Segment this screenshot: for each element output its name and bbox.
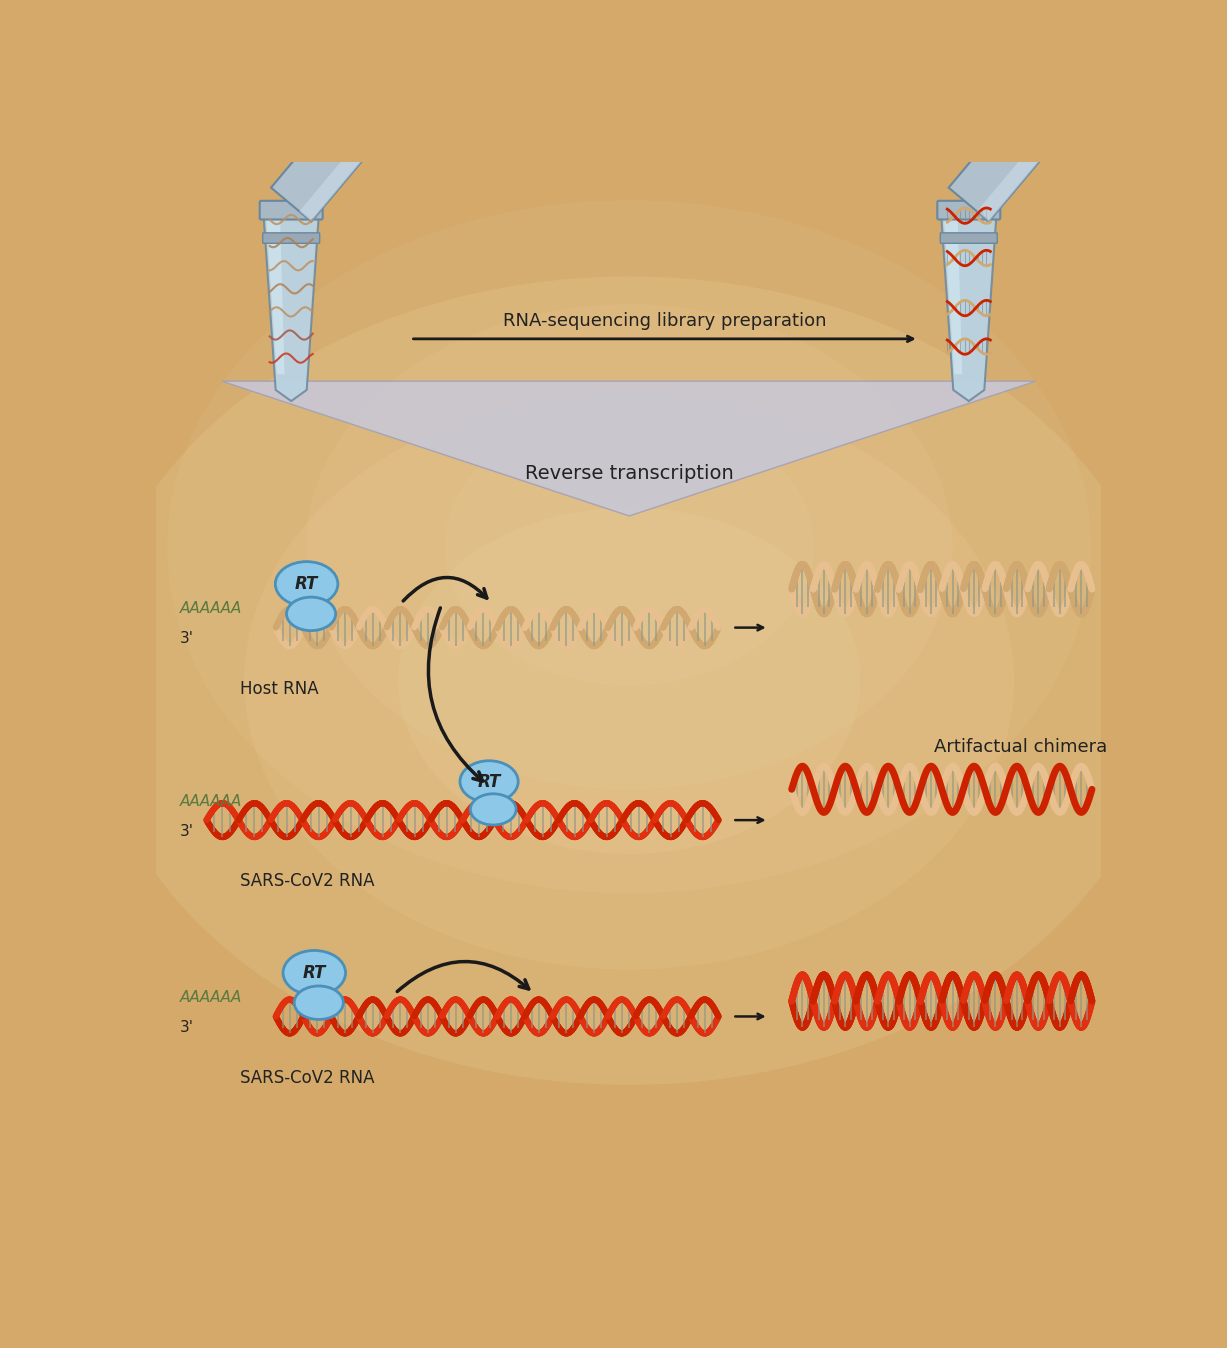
FancyBboxPatch shape: [937, 201, 1000, 220]
Ellipse shape: [167, 201, 1091, 894]
Polygon shape: [266, 222, 315, 396]
Polygon shape: [222, 381, 1036, 516]
Text: Artifactual chimera: Artifactual chimera: [934, 737, 1108, 756]
Polygon shape: [948, 136, 1043, 221]
Text: SARS-CoV2 RNA: SARS-CoV2 RNA: [239, 1069, 374, 1086]
FancyArrowPatch shape: [398, 961, 529, 992]
Ellipse shape: [244, 392, 1015, 969]
Text: 3': 3': [179, 1020, 194, 1035]
FancyArrowPatch shape: [428, 608, 482, 780]
Polygon shape: [944, 218, 962, 375]
Text: 3': 3': [179, 824, 194, 838]
Polygon shape: [977, 152, 1043, 221]
Ellipse shape: [460, 760, 518, 802]
FancyBboxPatch shape: [940, 233, 998, 243]
Polygon shape: [299, 152, 366, 221]
Ellipse shape: [306, 305, 952, 790]
Text: Reverse transcription: Reverse transcription: [525, 464, 734, 483]
Ellipse shape: [275, 562, 337, 607]
Text: RNA-sequencing library preparation: RNA-sequencing library preparation: [503, 311, 827, 330]
Polygon shape: [945, 222, 993, 396]
Text: AAAAAA: AAAAAA: [179, 601, 242, 616]
Polygon shape: [266, 218, 285, 375]
FancyBboxPatch shape: [260, 201, 323, 220]
Ellipse shape: [286, 597, 336, 631]
Text: 3': 3': [179, 631, 194, 647]
Ellipse shape: [91, 276, 1168, 1085]
Text: Host RNA: Host RNA: [239, 679, 318, 698]
Text: RT: RT: [477, 772, 501, 790]
Ellipse shape: [283, 950, 346, 995]
Text: SARS-CoV2 RNA: SARS-CoV2 RNA: [239, 872, 374, 891]
Ellipse shape: [470, 794, 517, 825]
Polygon shape: [264, 213, 319, 402]
FancyBboxPatch shape: [263, 233, 320, 243]
Text: RT: RT: [294, 576, 318, 593]
Polygon shape: [941, 213, 996, 402]
Text: AAAAAA: AAAAAA: [179, 794, 242, 809]
Ellipse shape: [294, 985, 344, 1019]
Ellipse shape: [444, 408, 814, 685]
Text: AAAAAA: AAAAAA: [179, 989, 242, 1004]
Text: RT: RT: [303, 964, 326, 981]
Ellipse shape: [399, 507, 860, 855]
Polygon shape: [271, 136, 366, 221]
FancyArrowPatch shape: [404, 577, 487, 601]
